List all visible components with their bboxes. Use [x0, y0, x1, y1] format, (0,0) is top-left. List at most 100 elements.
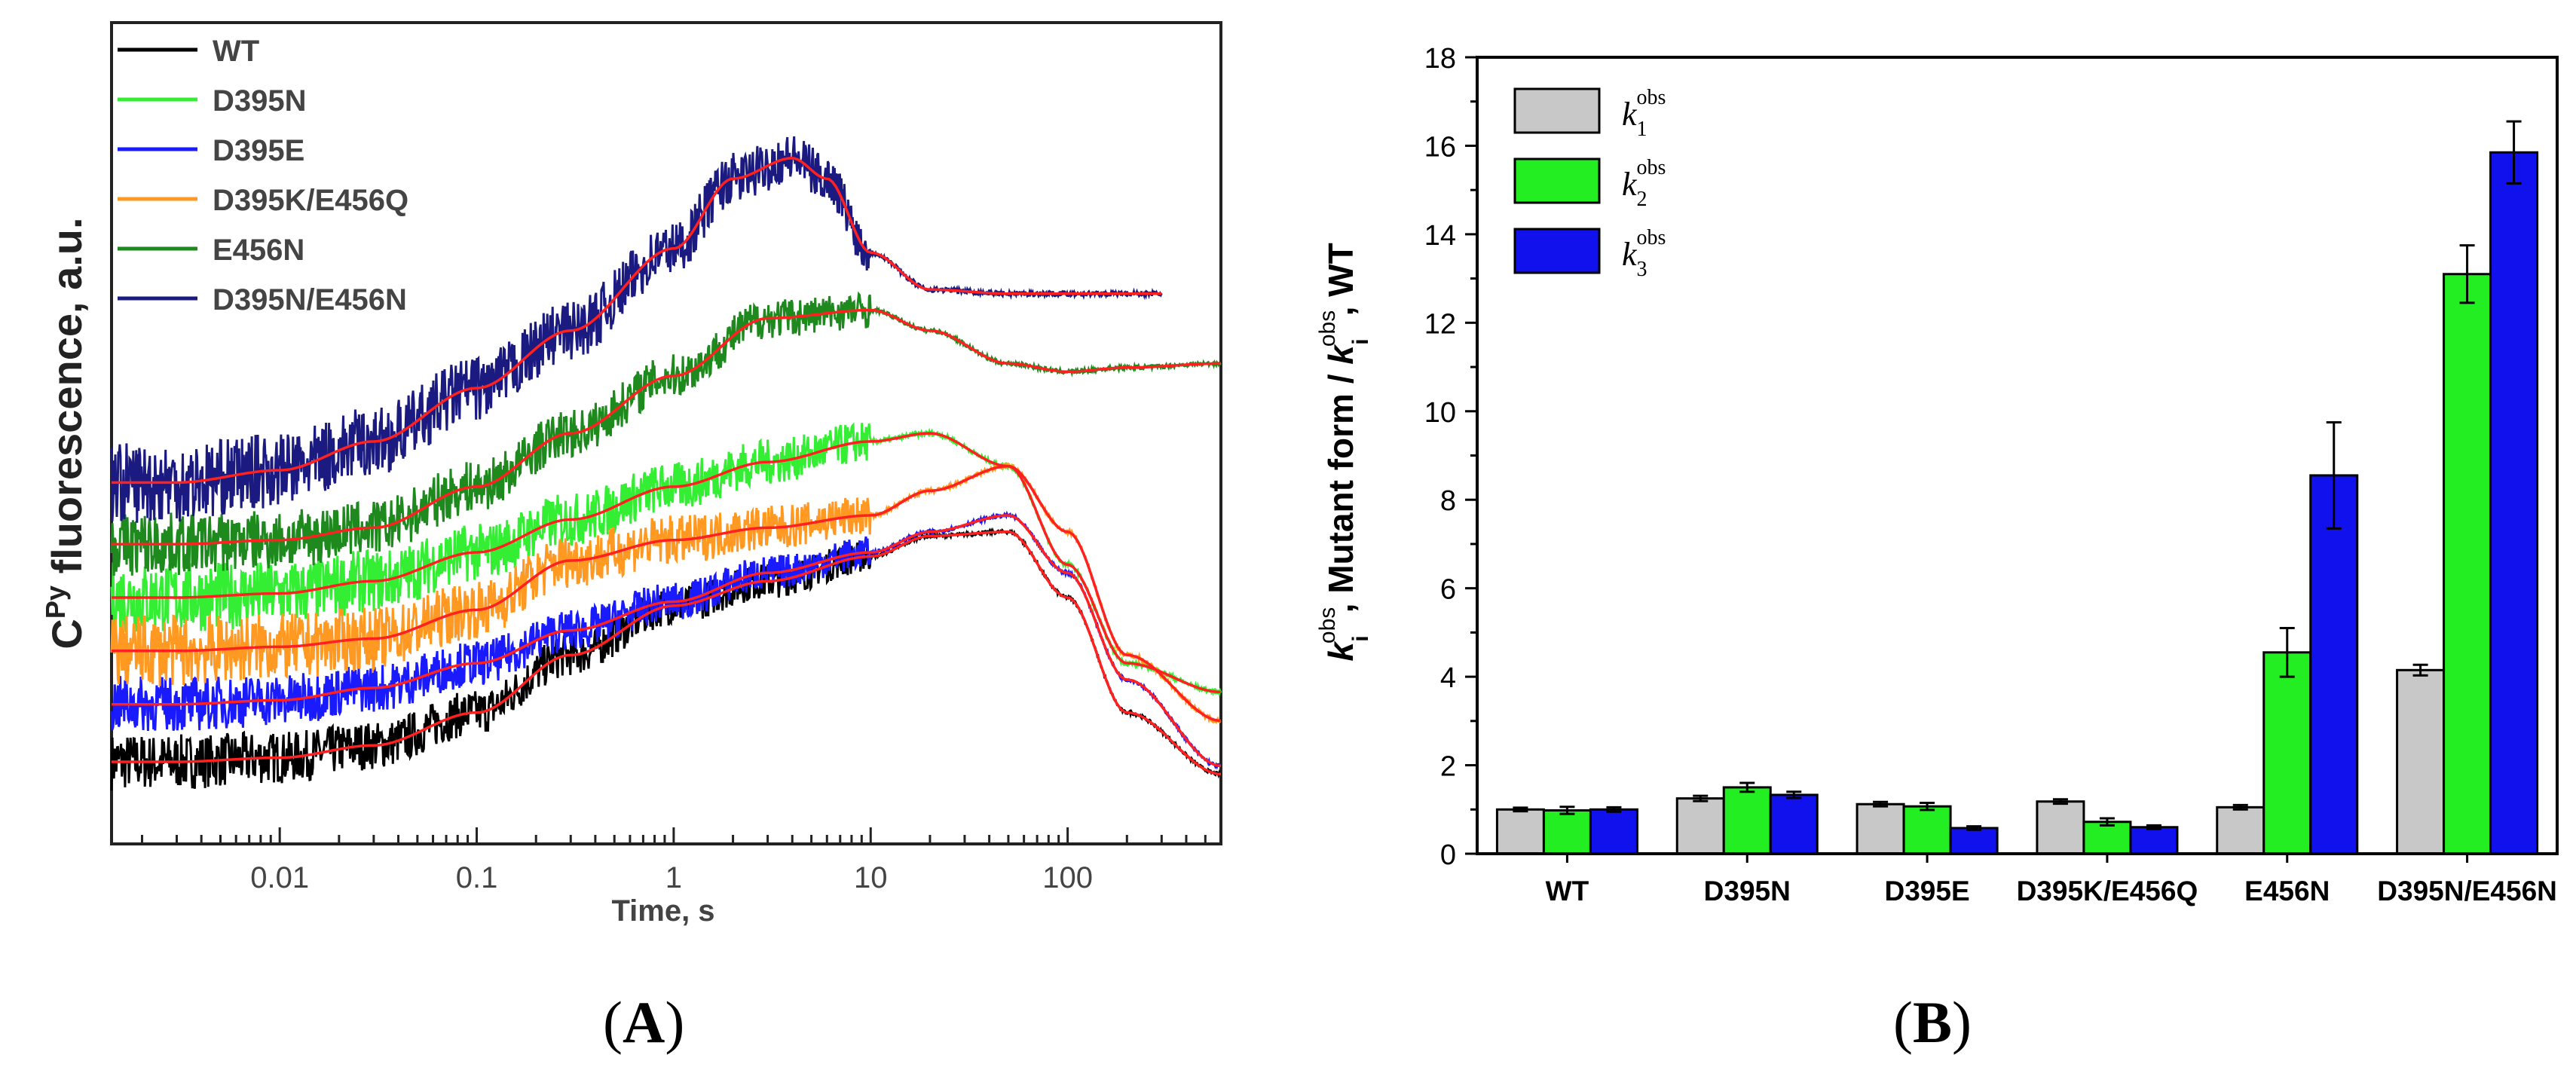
- bar-k3obs-d395k-e456q: [2129, 826, 2179, 855]
- legend-label: D395E: [213, 134, 304, 167]
- error-bar: [2232, 803, 2248, 811]
- panel-b-x-axis: WT D395N D395E D395K/E456Q E456N D395N/E456N: [1546, 854, 2557, 906]
- legend-label: k1obs: [1622, 86, 1666, 141]
- legend-label: k2obs: [1622, 156, 1666, 211]
- panel-a-fits: [112, 157, 1222, 776]
- legend-label: D395K/E456Q: [213, 184, 408, 217]
- bar-k2obs-e456n: [2262, 651, 2312, 855]
- legend-label: D395N: [213, 84, 307, 118]
- legend-swatch: [1513, 228, 1601, 274]
- fit-d395n: [112, 432, 1222, 694]
- x-tick-label: 10: [854, 861, 888, 894]
- error-bar: [2099, 817, 2115, 827]
- bar-k2obs-d395n-e456n: [2443, 273, 2492, 855]
- fit-d395k-e456q: [112, 464, 1222, 723]
- category-label: D395N: [1704, 876, 1791, 906]
- bar-k1obs-e456n: [2216, 806, 2265, 855]
- y-tick-label: 14: [1424, 220, 1456, 252]
- legend-sup: obs: [1637, 226, 1666, 249]
- y-tick-label: 0: [1440, 839, 1456, 871]
- legend-swatch: [1513, 87, 1601, 134]
- bar-k2obs-d395n: [1722, 786, 1772, 855]
- bar-k2obs-d395k-e456q: [2082, 821, 2132, 855]
- error-bar: [1606, 806, 1622, 813]
- panel-a-x-axis-title: Time, s: [611, 894, 714, 928]
- y-tick-label: 2: [1440, 751, 1456, 783]
- x-tick-label: 0.1: [456, 861, 498, 894]
- bar-k1obs-d395n: [1675, 797, 1725, 855]
- error-bar: [1873, 800, 1889, 808]
- panel-b-label: (B): [1893, 989, 1972, 1055]
- bar-k3obs-d395e: [1949, 827, 1999, 855]
- error-bar: [2459, 244, 2475, 304]
- bar-k3obs-d395n-e456n: [2489, 151, 2539, 855]
- y-tick-label: 12: [1424, 308, 1456, 340]
- bar-k2obs-wt: [1542, 809, 1592, 855]
- error-bar: [2412, 663, 2428, 677]
- error-bar: [2052, 798, 2068, 806]
- bar-k1obs-d395e: [1856, 802, 1905, 855]
- category-label: WT: [1546, 876, 1589, 906]
- y-label-k2: k: [1321, 344, 1360, 365]
- panel-a-chart: 0.01 0.1 1 10 100 WT D395N D395E D395K/E456Q E45…: [40, 21, 1222, 928]
- category-label: E456N: [2244, 876, 2330, 906]
- panel-a-y-axis-title: CPy fluorescence, a.u.: [40, 217, 90, 649]
- x-tick-label: 100: [1042, 861, 1093, 894]
- panel-a-label: (A): [603, 989, 685, 1055]
- y-tick-label: 6: [1440, 574, 1456, 606]
- y-label-rest: fluorescence, a.u.: [43, 217, 90, 585]
- x-tick-label: 1: [665, 861, 682, 894]
- bar-k2obs-d395e: [1902, 805, 1952, 855]
- bar-k1obs-d395k-e456q: [2036, 800, 2085, 855]
- error-bar: [1693, 794, 1709, 802]
- legend-swatch: [1513, 157, 1601, 204]
- error-bar: [1559, 806, 1575, 815]
- error-bar: [1920, 801, 1935, 812]
- panel-b-y-axis: 0 2 4 6 8 10 12 14 16 18: [1424, 43, 1477, 871]
- bar-k1obs-d395n-e456n: [2396, 668, 2446, 855]
- y-label-c: C: [43, 619, 90, 649]
- legend-label: D395N/E456N: [213, 283, 407, 316]
- error-bar: [2506, 120, 2522, 185]
- error-bar: [2326, 420, 2342, 530]
- fit-wt: [112, 530, 1222, 776]
- legend-label: E456N: [213, 234, 304, 267]
- panel-a-legend: WT D395N D395E D395K/E456Q E456N D395N/E456N: [118, 35, 408, 316]
- y-label-i2: i: [1348, 338, 1373, 344]
- panel-b-error-bars: [1513, 120, 2522, 831]
- bar-k1obs-wt: [1495, 808, 1545, 855]
- bar-k3obs-wt: [1589, 808, 1638, 855]
- error-bar: [1513, 806, 1528, 813]
- error-bar: [2146, 824, 2161, 830]
- y-label-wt: , WT: [1321, 243, 1360, 316]
- y-tick-label: 18: [1424, 43, 1456, 75]
- legend-label: WT: [213, 35, 259, 68]
- x-tick-label: 0.01: [250, 861, 309, 894]
- panel-a-plot-frame: [110, 21, 1222, 845]
- panel-b-bars: [1495, 151, 2539, 855]
- legend-sub: 1: [1637, 118, 1647, 141]
- category-label: D395N/E456N: [2377, 876, 2557, 906]
- trace-wt: [110, 527, 1222, 791]
- category-label: D395K/E456Q: [2017, 876, 2198, 906]
- error-bar: [1739, 781, 1755, 793]
- legend-label: k3obs: [1622, 226, 1666, 281]
- y-label-obs2: obs: [1315, 310, 1340, 347]
- fit-e456n: [112, 308, 1221, 546]
- fit-d395e: [112, 514, 1222, 768]
- y-label-i: i: [1348, 635, 1373, 641]
- legend-sub: 3: [1637, 258, 1647, 281]
- y-tick-label: 8: [1440, 485, 1456, 517]
- y-label-k: k: [1321, 640, 1360, 662]
- legend-sup: obs: [1637, 86, 1666, 109]
- y-label-py: Py: [40, 585, 71, 619]
- y-tick-label: 4: [1440, 662, 1456, 694]
- bar-k3obs-e456n: [2309, 474, 2359, 855]
- panel-b-y-axis-title: kobs i, Mutant form / kobs i, WT: [1315, 243, 1373, 661]
- legend-sub: 2: [1637, 188, 1647, 211]
- panel-a-x-axis: 0.01 0.1 1 10 100: [140, 827, 1222, 894]
- fit-d395n-e456n: [112, 157, 1162, 485]
